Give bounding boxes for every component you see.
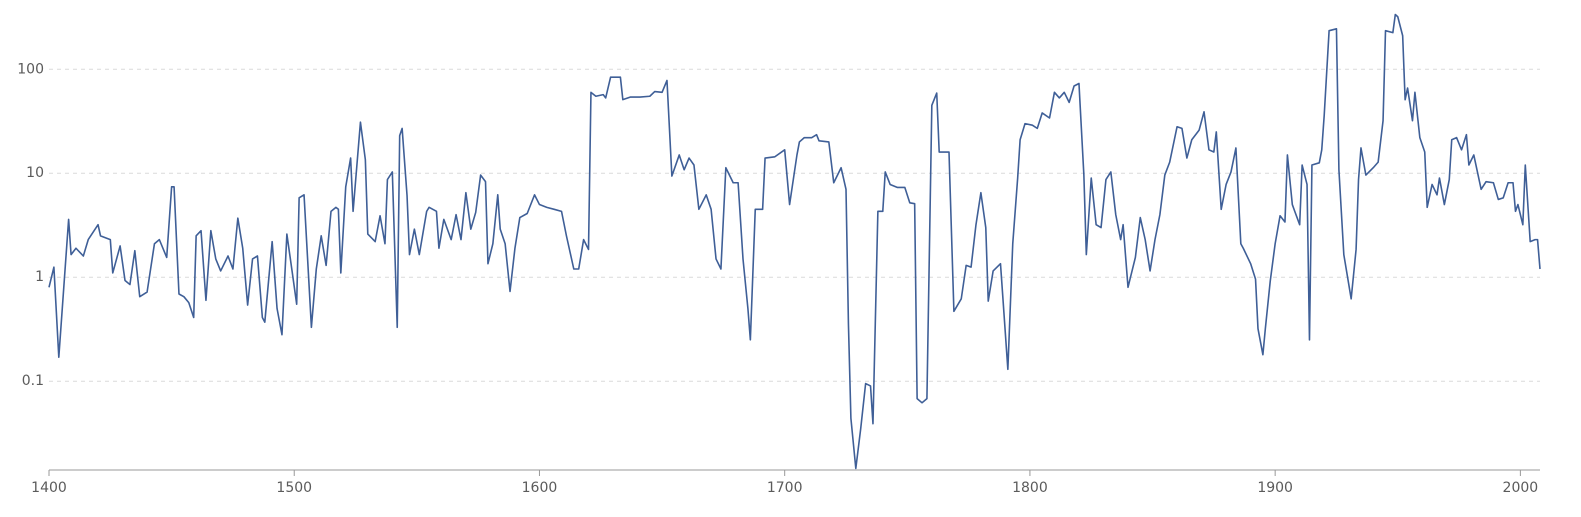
- x-tick-label: 1400: [31, 480, 67, 496]
- x-tick-label: 1600: [522, 480, 558, 496]
- x-tick-label: 2000: [1503, 480, 1539, 496]
- data-line: [48, 13, 1541, 470]
- y-tick-label: 100: [17, 61, 44, 77]
- y-tick-label: 10: [26, 165, 44, 181]
- x-tick-label: 1700: [767, 480, 803, 496]
- y-tick-label: 0.1: [22, 373, 44, 389]
- x-tick-label: 1500: [276, 480, 312, 496]
- x-tick-label: 1800: [1012, 480, 1048, 496]
- y-tick-label: 1: [35, 269, 44, 285]
- x-tick-label: 1900: [1257, 480, 1293, 496]
